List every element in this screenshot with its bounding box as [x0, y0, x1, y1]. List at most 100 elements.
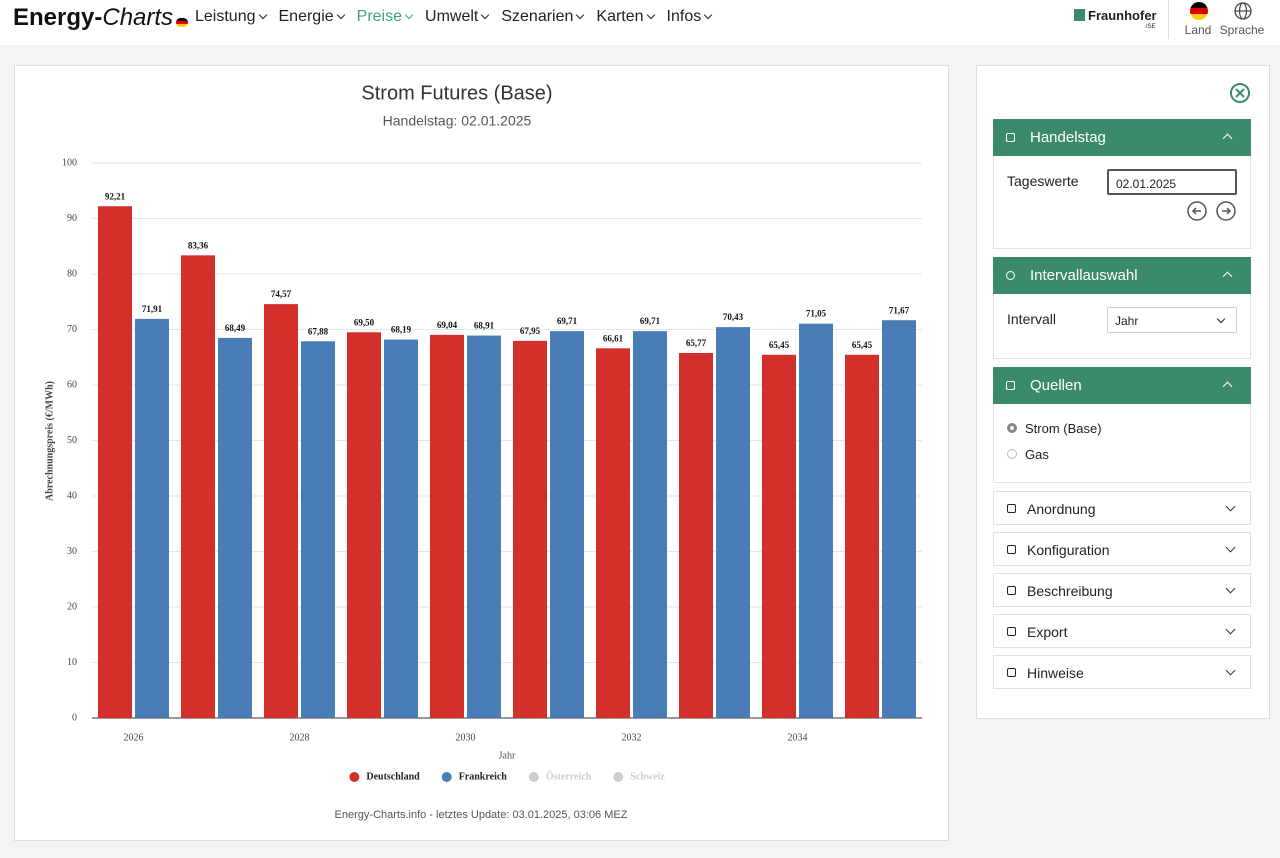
chart-footer: Energy-Charts.info - letztes Update: 03.… — [335, 809, 628, 821]
y-tick-label: 100 — [62, 157, 77, 168]
icon — [1006, 381, 1015, 390]
y-axis-label: Abrechnungspreis (€/MWh) — [44, 381, 55, 501]
brand-text: Fraunhofer — [1088, 8, 1157, 23]
chart: Strom Futures (Base) Handelstag: 02.01.2… — [44, 82, 922, 821]
collapsed-section[interactable]: Konfiguration — [993, 532, 1251, 566]
bar — [762, 354, 796, 718]
radio[interactable] — [1007, 449, 1017, 459]
icon — [1007, 668, 1016, 677]
icon — [1006, 271, 1015, 280]
brand[interactable]: Fraunhofer — [1074, 8, 1157, 23]
legend-marker — [349, 772, 360, 782]
bar — [384, 339, 418, 718]
legend-marker — [441, 772, 452, 782]
data-label: 68,19 — [391, 325, 412, 335]
menu-item[interactable]: Umwelt — [425, 8, 488, 26]
menu-item[interactable]: Energie — [279, 8, 344, 26]
y-tick-label: 50 — [67, 435, 77, 446]
radio-selected[interactable] — [1007, 423, 1017, 433]
legend-label: Deutschland — [366, 771, 420, 782]
legend-label: Frankreich — [459, 771, 508, 782]
collapsed-section[interactable]: Beschreibung — [993, 573, 1251, 607]
data-label: 66,61 — [603, 333, 624, 343]
section-title: Quellen — [1030, 377, 1082, 394]
menu-item[interactable]: Szenarien — [501, 8, 583, 26]
data-label: 92,21 — [105, 191, 126, 201]
country-flag[interactable] — [1190, 2, 1208, 20]
field-label: Tageswerte — [1007, 173, 1079, 189]
logo[interactable]: Energy-Charts — [13, 4, 189, 32]
bar — [181, 255, 215, 719]
bar — [264, 304, 298, 718]
section-title: Konfiguration — [1027, 542, 1110, 558]
bar — [430, 334, 464, 718]
bar — [882, 320, 916, 718]
collapsed-section[interactable]: Hinweise — [993, 655, 1251, 689]
bar — [845, 354, 879, 718]
bar — [467, 335, 501, 718]
section-title: Intervallauswahl — [1030, 267, 1138, 284]
prev-day[interactable] — [1187, 201, 1207, 221]
date-input[interactable]: 02.01.2025 — [1107, 169, 1237, 195]
y-tick-label: 30 — [67, 546, 77, 557]
legend-marker — [528, 772, 539, 782]
menu-item[interactable]: Karten — [596, 8, 653, 26]
brand-icon — [1074, 9, 1085, 21]
bar — [135, 318, 169, 718]
country-label[interactable]: Land — [1184, 23, 1212, 37]
section-title: Hinweise — [1027, 665, 1084, 681]
flag-icon — [176, 18, 189, 27]
y-tick-label: 20 — [67, 601, 77, 612]
x-tick-label: 2026 — [124, 732, 144, 743]
data-label: 67,95 — [520, 326, 541, 336]
logo-text: Energy- — [13, 4, 103, 31]
menu-item[interactable]: Leistung — [195, 8, 266, 26]
menu-item[interactable]: Preise — [357, 8, 412, 26]
legend-marker — [613, 772, 624, 782]
data-label: 71,91 — [142, 304, 163, 314]
section-title: Anordnung — [1027, 501, 1096, 517]
data-label: 71,05 — [806, 309, 827, 319]
data-label: 69,04 — [437, 320, 458, 330]
menu-item[interactable]: Infos — [667, 8, 712, 26]
data-label: 65,45 — [852, 340, 873, 350]
data-label: 65,77 — [686, 338, 707, 348]
separator — [1168, 0, 1169, 39]
select-value: Jahr — [1115, 314, 1139, 328]
radio-label[interactable]: Gas — [1025, 447, 1049, 462]
section-title: Export — [1027, 624, 1068, 640]
data-label: 69,71 — [557, 316, 578, 326]
trading-day-header[interactable]: Handelstag — [993, 119, 1251, 156]
data-label: 74,57 — [271, 289, 292, 299]
field-label: Intervall — [1007, 311, 1057, 327]
y-tick-label: 70 — [67, 324, 77, 335]
chart-subtitle: Handelstag: 02.01.2025 — [383, 113, 532, 129]
day-nav — [1187, 201, 1236, 221]
y-tick-label: 80 — [67, 268, 77, 279]
interval-header[interactable]: Intervallauswahl — [993, 257, 1251, 294]
logo-italic: Charts — [102, 4, 174, 31]
language-label[interactable]: Sprache — [1219, 23, 1265, 37]
legend-label: Schweiz — [630, 771, 665, 782]
sources-header[interactable]: Quellen — [993, 367, 1251, 404]
data-label: 69,71 — [640, 316, 661, 326]
globe-icon[interactable] — [1234, 2, 1252, 20]
bar — [218, 337, 252, 718]
collapsed-section[interactable]: Export — [993, 614, 1251, 648]
collapsed-section[interactable]: Anordnung — [993, 491, 1251, 525]
bar — [633, 331, 667, 718]
data-label: 69,50 — [354, 317, 375, 327]
icon — [1007, 545, 1016, 554]
y-tick-label: 40 — [67, 490, 77, 501]
chart-title: Strom Futures (Base) — [361, 82, 552, 104]
section-title: Beschreibung — [1027, 583, 1113, 599]
section-title: Handelstag — [1030, 129, 1106, 146]
next-day[interactable] — [1216, 201, 1236, 221]
interval-select[interactable]: Jahr — [1107, 307, 1237, 333]
radio-label[interactable]: Strom (Base) — [1025, 421, 1102, 436]
icon — [1007, 504, 1016, 513]
x-axis-label: Jahr — [499, 750, 516, 761]
close-button[interactable] — [1229, 82, 1251, 104]
